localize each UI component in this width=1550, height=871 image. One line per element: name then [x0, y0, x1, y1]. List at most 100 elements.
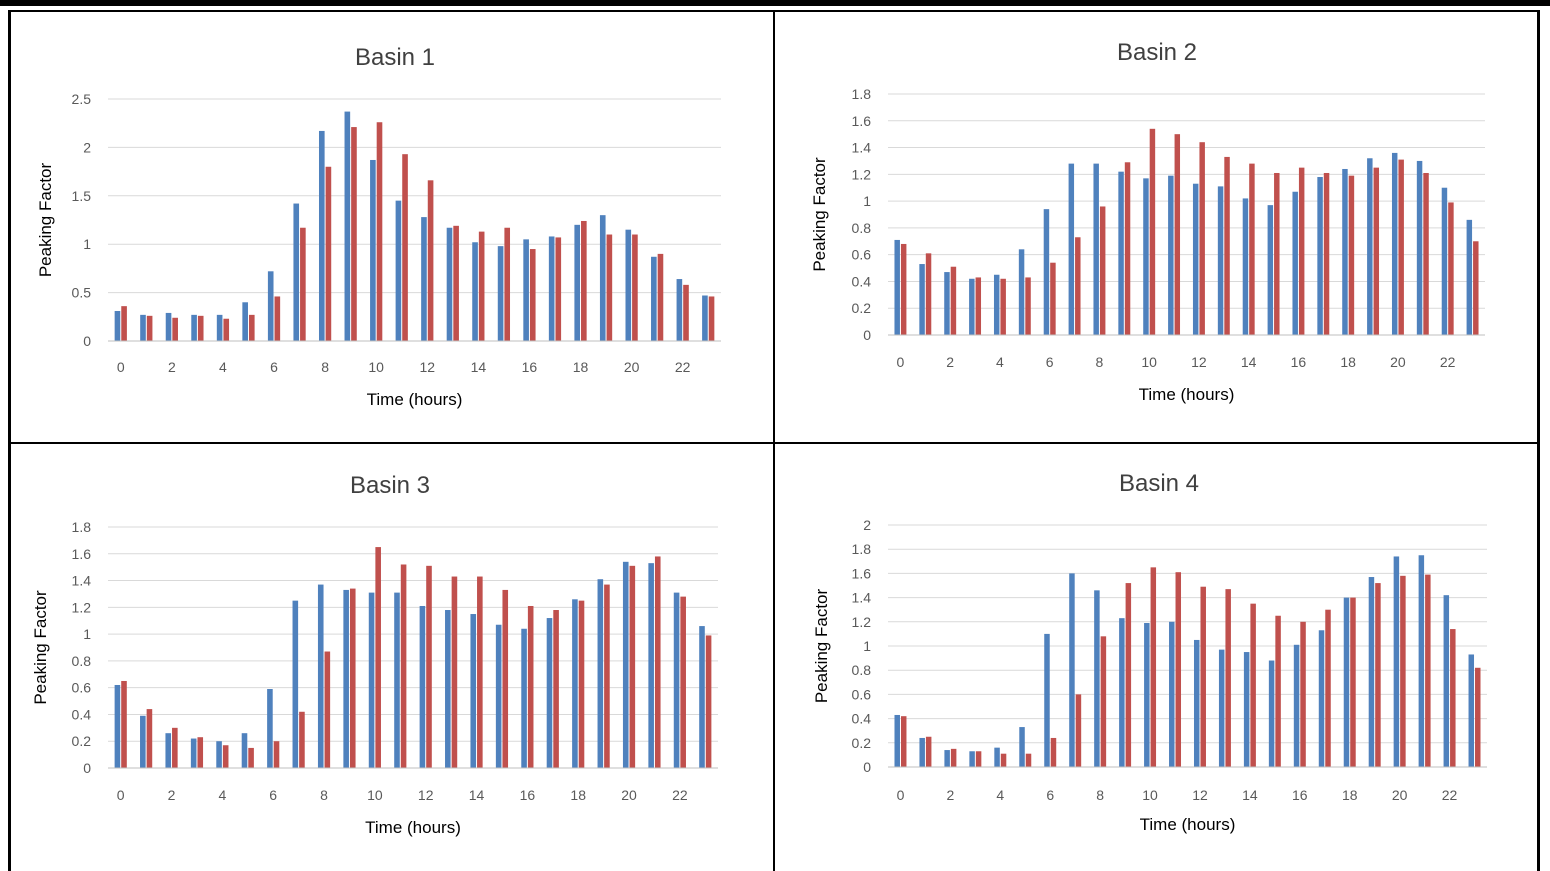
chart-panel-basin-3: 0 0.2 0.4 0.6 0.8 1 1.2 1.4 1.6 1.8 0 2 4 6 8 10 12 14 16 1… — [11, 444, 773, 871]
bar-series-1-hour-1 — [919, 264, 925, 335]
x-tick-label: 20 — [1390, 354, 1406, 370]
bar-series-1-hour-21 — [1416, 160, 1423, 335]
bar-series-2-hour-19 — [1375, 583, 1381, 767]
bar-series-1-hour-23 — [1466, 219, 1473, 335]
bar-series-1-hour-4 — [216, 314, 223, 341]
bar-series-2-hour-3 — [197, 315, 204, 341]
bar-series-1-hour-4 — [993, 274, 1000, 335]
bar-series-2-hour-22 — [680, 596, 686, 768]
bar-series-2-hour-10 — [1149, 128, 1156, 335]
chart-title: Basin 4 — [1119, 470, 1199, 497]
y-tick-label: 0.8 — [852, 220, 872, 236]
bar-series-1-hour-0 — [894, 714, 900, 767]
y-tick-label: 0.4 — [852, 273, 872, 289]
bar-series-1-hour-12 — [1192, 183, 1199, 335]
bar-series-1-hour-9 — [1119, 618, 1125, 767]
bar-series-1-hour-14 — [470, 614, 477, 768]
bar-series-2-hour-4 — [1000, 753, 1007, 767]
bar-series-2-hour-5 — [248, 314, 255, 341]
bar-series-1-hour-8 — [318, 130, 325, 341]
bar-series-2-hour-17 — [555, 237, 562, 341]
bar-series-2-hour-19 — [1373, 167, 1380, 335]
bar-series-2-hour-16 — [529, 249, 536, 341]
bar-series-1-hour-22 — [676, 279, 683, 341]
x-tick-label: 14 — [471, 359, 487, 375]
bar-series-2-hour-20 — [632, 234, 638, 341]
bar-series-1-hour-5 — [1019, 727, 1025, 767]
bar-series-2-hour-22 — [1450, 629, 1456, 767]
bar-series-1-hour-7 — [293, 203, 300, 341]
bar-series-2-hour-11 — [402, 154, 408, 341]
bar-series-1-hour-1 — [919, 737, 925, 767]
x-tick-label: 2 — [946, 354, 954, 370]
bar-series-1-hour-10 — [370, 159, 376, 341]
x-tick-label: 20 — [624, 359, 640, 375]
x-tick-label: 4 — [996, 354, 1004, 370]
bar-series-1-hour-1 — [140, 314, 146, 341]
x-tick-label: 14 — [469, 787, 485, 803]
bar-series-1-hour-15 — [1268, 660, 1275, 767]
x-tick-label: 10 — [1142, 787, 1158, 803]
y-tick-label: 1.2 — [72, 599, 92, 615]
bar-series-1-hour-7 — [1068, 163, 1075, 335]
bar-series-1-hour-21 — [651, 256, 657, 341]
x-tick-label: 12 — [1192, 787, 1208, 803]
bar-series-2-hour-8 — [324, 651, 331, 768]
bar-series-1-hour-12 — [421, 217, 427, 341]
bar-series-2-hour-22 — [1448, 202, 1454, 335]
bar-series-1-hour-8 — [317, 584, 324, 768]
bar-series-1-hour-18 — [572, 599, 578, 768]
x-tick-label: 4 — [218, 787, 226, 803]
bar-series-1-hour-2 — [165, 312, 172, 341]
bar-series-2-hour-18 — [1348, 175, 1355, 335]
bar-series-2-hour-4 — [222, 745, 229, 768]
bar-series-1-hour-6 — [1043, 209, 1050, 335]
y-tick-label: 0.4 — [852, 711, 872, 727]
bar-series-2-hour-11 — [1174, 134, 1181, 335]
chart-title: Basin 2 — [1117, 39, 1197, 66]
bar-series-2-hour-15 — [1275, 615, 1281, 767]
chart-svg: 00.20.40.60.811.21.41.61.820 2 4 6 8 10 12 14 16… — [812, 470, 1487, 834]
bar-series-1-hour-17 — [546, 618, 553, 768]
bar-series-2-hour-21 — [657, 253, 664, 341]
y-tick-label: 1.5 — [72, 188, 92, 204]
x-axis-title: Time (hours) — [367, 390, 463, 409]
bar-series-1-hour-21 — [648, 563, 654, 768]
bar-series-2-hour-1 — [146, 709, 153, 768]
x-tick-label: 16 — [520, 787, 536, 803]
bar-series-1-hour-17 — [1317, 177, 1323, 335]
bar-series-2-hour-12 — [1200, 586, 1206, 767]
bar-series-2-hour-0 — [121, 306, 127, 341]
bar-series-2-hour-18 — [581, 220, 587, 341]
bar-series-2-hour-1 — [146, 315, 153, 341]
y-tick-label: 2 — [863, 517, 871, 533]
bar-series-2-hour-13 — [1224, 156, 1230, 335]
x-tick-label: 10 — [368, 359, 384, 375]
bar-series-1-hour-20 — [625, 229, 632, 341]
x-axis-title: Time (hours) — [365, 818, 461, 837]
bar-series-1-hour-4 — [216, 741, 222, 768]
bar-series-2-hour-21 — [654, 556, 661, 768]
y-tick-label: 0.2 — [852, 300, 872, 316]
bar-series-2-hour-7 — [1075, 237, 1081, 335]
y-tick-label: 1.2 — [852, 614, 872, 630]
x-tick-label: 12 — [1191, 354, 1207, 370]
bar-series-1-hour-7 — [1069, 573, 1075, 767]
x-tick-label: 12 — [418, 787, 434, 803]
x-tick-label: 6 — [269, 787, 277, 803]
bar-series-2-hour-12 — [426, 565, 432, 768]
bar-series-1-hour-16 — [523, 239, 529, 341]
chart-svg: 0 0.5 1 1.5 2 2.5 0 2 4 6 8 10 12 14 16 18 20 22 Basin 1 Ti… — [36, 44, 721, 409]
bar-series-1-hour-12 — [419, 605, 426, 768]
x-tick-label: 20 — [1392, 787, 1408, 803]
bar-series-1-hour-0 — [114, 684, 121, 768]
bar-series-1-hour-20 — [1391, 152, 1398, 335]
bar-series-2-hour-10 — [1150, 567, 1157, 767]
bar-series-1-hour-16 — [1292, 191, 1298, 335]
y-tick-label: 2.5 — [72, 91, 92, 107]
bar-series-2-hour-1 — [925, 736, 932, 767]
bar-series-2-hour-15 — [504, 227, 511, 341]
horizontal-divider — [8, 442, 1540, 444]
bar-series-1-hour-22 — [1441, 187, 1448, 335]
y-tick-label: 1.8 — [852, 541, 872, 557]
